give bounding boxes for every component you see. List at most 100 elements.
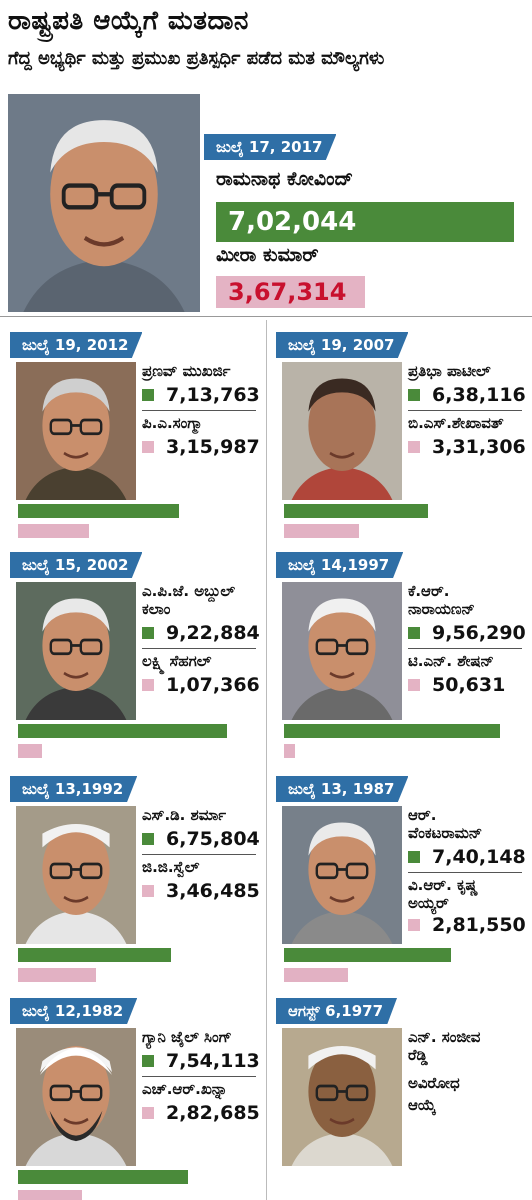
runner-up-name-line: ಅಯ್ಯರ್	[408, 894, 449, 912]
runner-up-votes: 2,82,685	[142, 1102, 260, 1124]
portrait-photo	[16, 1028, 136, 1166]
date-tag: ಜುಲೈ 19, 2012	[10, 332, 143, 358]
portrait-photo	[16, 362, 136, 500]
runner-up-name-line: ವಿ.ಆರ್. ಕೃಷ್ಣ	[408, 876, 478, 894]
runner-up-votes: 2,81,550	[408, 914, 526, 936]
runner-up-name: ಲಕ್ಷ್ಮಿ ಸೆಹಗಲ್	[142, 652, 212, 670]
name-underline	[408, 872, 522, 873]
winner-votes: 7,40,148	[408, 846, 526, 868]
runner-up-name: ಮೀರಾ ಕುಮಾರ್	[216, 244, 319, 266]
runner-up-vote-bar	[18, 968, 97, 982]
note-line: ಆಯ್ಕೆ	[408, 1096, 436, 1114]
runner-up-votes-label: 3,15,987	[166, 436, 260, 458]
winner-votes-label: 7,13,763	[166, 384, 260, 406]
name-underline	[142, 648, 256, 649]
winner-vote-bar	[18, 504, 180, 518]
winner-name-line: ರೆಡ್ಡಿ	[408, 1046, 428, 1064]
date-label: ಜುಲೈ 19, 2012	[22, 336, 129, 354]
runner-up-votes: 3,46,485	[142, 880, 260, 902]
name-underline	[408, 410, 522, 411]
date-tag: ಜುಲೈ 14,1997	[276, 552, 404, 578]
portrait-photo	[16, 806, 136, 944]
winner-votes: 6,75,804	[142, 828, 260, 850]
winner-vote-bar: 7,02,044	[216, 202, 515, 242]
date-label: ಜುಲೈ 13,1992	[22, 780, 124, 798]
winner-votes-label: 6,75,804	[166, 828, 260, 850]
winner-vote-bar	[284, 504, 429, 518]
runner-up-legend-square	[408, 679, 420, 691]
runner-up-votes-label: 3,31,306	[432, 436, 526, 458]
date-label: ಜುಲೈ 14,1997	[288, 556, 390, 574]
winner-vote-bar	[284, 948, 452, 962]
date-label: ಜುಲೈ 15, 2002	[22, 556, 129, 574]
runner-up-votes-label: 1,07,366	[166, 674, 260, 696]
runner-up-name: ಎಚ್.ಆರ್.ಖನ್ನಾ	[142, 1080, 228, 1098]
winner-votes-label: 7,40,148	[432, 846, 526, 868]
runner-up-vote-bar	[284, 968, 348, 982]
runner-up-name: ಜಿ.ಜಿ.ಸ್ವೆಲ್	[142, 858, 200, 876]
runner-up-vote-bar	[18, 744, 43, 758]
runner-up-vote-bar	[18, 524, 90, 538]
winner-vote-bar	[18, 1170, 189, 1184]
winner-vote-bar	[18, 724, 227, 738]
runner-up-legend-square	[408, 919, 420, 931]
winner-votes: 7,54,113	[142, 1050, 260, 1072]
date-tag: ಜುಲೈ 19, 2007	[276, 332, 409, 358]
name-underline	[142, 854, 256, 855]
runner-up-votes: 50,631	[408, 674, 505, 696]
winner-name: ರಾಮನಾಥ ಕೋವಿಂದ್	[216, 168, 353, 190]
winner-votes: 7,13,763	[142, 384, 260, 406]
note-line: ಅವಿರೋಧ	[408, 1074, 460, 1092]
winner-name-line: ಎ.ಪಿ.ಜೆ. ಅಬ್ದುಲ್	[142, 582, 235, 600]
winner-name: ಗ್ಯಾನಿ ಜೈಲ್ ಸಿಂಗ್	[142, 1028, 232, 1046]
date-tag: ಜುಲೈ 13,1992	[10, 776, 138, 802]
runner-up-legend-square	[142, 885, 154, 897]
winner-name-line: ಎನ್. ಸಂಜೀವ	[408, 1028, 481, 1046]
winner-legend-square	[408, 851, 420, 863]
portrait-photo	[282, 1028, 402, 1166]
date-tag: ಜುಲೈ 17, 2017	[204, 134, 337, 160]
winner-legend-square	[142, 1055, 154, 1067]
runner-up-name: ಪಿ.ಎ.ಸಂಗ್ಮಾ	[142, 414, 203, 432]
runner-up-votes: 3,15,987	[142, 436, 260, 458]
page-subtitle: ಗೆದ್ದ ಅಭ್ಯರ್ಥಿ ಮತ್ತು ಪ್ರಮುಖ ಪ್ರತಿಸ್ಪರ್ಧಿ…	[8, 48, 385, 69]
winner-name-line: ಕೆ.ಆರ್.	[408, 582, 450, 600]
runner-up-vote-bar	[284, 524, 359, 538]
winner-name-line: ಆರ್.	[408, 806, 437, 824]
runner-up-vote-bar	[18, 1190, 82, 1200]
runner-up-legend-square	[142, 679, 154, 691]
date-label: ಜುಲೈ 13, 1987	[288, 780, 395, 798]
winner-votes: 9,22,884	[142, 622, 260, 644]
runner-up-legend-square	[408, 441, 420, 453]
column-divider	[266, 320, 267, 1200]
date-tag: ಜುಲೈ 13, 1987	[276, 776, 409, 802]
portrait-photo	[282, 806, 402, 944]
winner-votes: 7,02,044	[228, 207, 357, 237]
winner-name-line: ವೆಂಕಟರಾಮನ್	[408, 824, 483, 842]
winner-votes-label: 9,56,290	[432, 622, 526, 644]
portrait-photo	[282, 582, 402, 720]
winner-legend-square	[142, 833, 154, 845]
winner-votes: 9,56,290	[408, 622, 526, 644]
winner-votes: 6,38,116	[408, 384, 526, 406]
winner-votes-label: 9,22,884	[166, 622, 260, 644]
runner-up-vote-bar	[284, 744, 296, 758]
portrait-photo	[282, 362, 402, 500]
winner-name: ಪ್ರತಿಭಾ ಪಾಟೀಲ್	[408, 362, 491, 380]
winner-legend-square	[142, 389, 154, 401]
winner-votes-label: 7,54,113	[166, 1050, 260, 1072]
runner-up-votes-label: 3,46,485	[166, 880, 260, 902]
date-tag: ಆಗಸ್ಟ್ 6,1977	[276, 998, 398, 1024]
runner-up-votes: 1,07,366	[142, 674, 260, 696]
runner-up-legend-square	[142, 1107, 154, 1119]
runner-up-votes-label: 2,82,685	[166, 1102, 260, 1124]
runner-up-votes: 3,31,306	[408, 436, 526, 458]
name-underline	[142, 410, 256, 411]
runner-up-name: ಟಿ.ಎನ್. ಶೇಷನ್	[408, 652, 494, 670]
portrait-photo	[16, 582, 136, 720]
date-tag: ಜುಲೈ 12,1982	[10, 998, 138, 1024]
winner-vote-bar	[284, 724, 501, 738]
runner-up-name: ಬಿ.ಎಸ್.ಶೇಖಾವತ್	[408, 414, 504, 432]
winner-name: ಪ್ರಣವ್ ಮುಖರ್ಜಿ	[142, 362, 231, 380]
page-title: ರಾಷ್ಟ್ರಪತಿ ಆಯ್ಕೆಗೆ ಮತದಾನ	[8, 6, 249, 36]
